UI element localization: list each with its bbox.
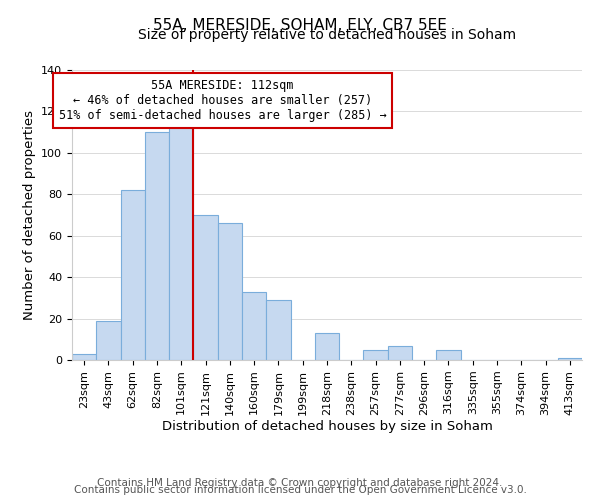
Bar (315, 333, 339, 360)
Bar (145, 132, 169, 360)
Bar (266, 300, 290, 360)
Title: Size of property relative to detached houses in Soham: Size of property relative to detached ho… (138, 28, 516, 42)
Bar (193, 215, 218, 360)
Text: Contains HM Land Registry data © Crown copyright and database right 2024.: Contains HM Land Registry data © Crown c… (97, 478, 503, 488)
Bar (96, 320, 121, 360)
Bar (364, 350, 388, 360)
Bar (436, 350, 461, 360)
Y-axis label: Number of detached properties: Number of detached properties (23, 110, 35, 320)
Bar (388, 346, 412, 360)
Bar (558, 358, 582, 360)
X-axis label: Distribution of detached houses by size in Soham: Distribution of detached houses by size … (161, 420, 493, 434)
Text: Contains public sector information licensed under the Open Government Licence v3: Contains public sector information licen… (74, 485, 526, 495)
Text: 55A, MERESIDE, SOHAM, ELY, CB7 5EE: 55A, MERESIDE, SOHAM, ELY, CB7 5EE (153, 18, 447, 32)
Bar (169, 126, 193, 360)
Bar (218, 224, 242, 360)
Text: 55A MERESIDE: 112sqm
← 46% of detached houses are smaller (257)
51% of semi-deta: 55A MERESIDE: 112sqm ← 46% of detached h… (59, 78, 386, 122)
Bar (121, 190, 145, 360)
Bar (72, 354, 96, 360)
Bar (242, 292, 266, 360)
